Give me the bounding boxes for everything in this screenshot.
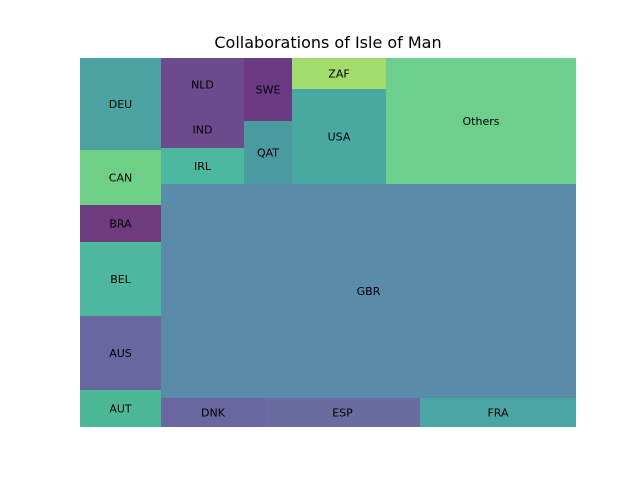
treemap-label-swe: SWE xyxy=(256,84,281,97)
treemap-label-irl: IRL xyxy=(194,160,212,173)
treemap-label-bra: BRA xyxy=(109,218,132,231)
treemap-cell-qat xyxy=(244,121,292,184)
treemap-label-aut: AUT xyxy=(109,403,132,416)
treemap-label-ind: IND xyxy=(193,124,213,137)
treemap-cell-others xyxy=(386,58,576,184)
treemap-cell-swe xyxy=(244,58,292,121)
treemap-label-bel: BEL xyxy=(110,273,131,286)
treemap-cell-irl xyxy=(161,148,244,184)
treemap-cell-bra xyxy=(80,205,161,242)
treemap-cells: DEU CAN BRA BEL AUS AUT NLD IND IRL SWE QAT ZAF USA O… xyxy=(80,58,576,427)
treemap-label-esp: ESP xyxy=(332,407,353,420)
treemap-cell-dnk xyxy=(161,398,265,427)
treemap-cell-fra xyxy=(420,398,576,427)
treemap-cell-gbr xyxy=(161,184,576,398)
chart-title: Collaborations of Isle of Man xyxy=(214,33,441,52)
treemap-cell-ind xyxy=(161,111,244,148)
treemap-label-aus: AUS xyxy=(109,347,132,360)
treemap-label-fra: FRA xyxy=(487,407,509,420)
treemap-cell-can xyxy=(80,150,161,205)
treemap-cell-esp xyxy=(265,398,420,427)
treemap-cell-zaf xyxy=(292,58,386,89)
treemap-label-gbr: GBR xyxy=(357,285,381,298)
treemap-label-others: Others xyxy=(463,115,500,128)
treemap-cell-deu xyxy=(80,58,161,150)
treemap-label-nld: NLD xyxy=(191,79,214,92)
treemap-label-dnk: DNK xyxy=(201,407,226,420)
treemap-cell-aus xyxy=(80,316,161,390)
treemap-label-can: CAN xyxy=(109,172,132,185)
treemap-cell-bel xyxy=(80,242,161,316)
treemap-cell-usa xyxy=(292,89,386,184)
treemap-label-zaf: ZAF xyxy=(328,68,349,81)
treemap-label-deu: DEU xyxy=(109,98,132,111)
treemap-cell-aut xyxy=(80,390,161,427)
treemap-label-usa: USA xyxy=(328,131,351,144)
treemap-label-qat: QAT xyxy=(257,147,279,160)
treemap-cell-nld xyxy=(161,58,244,111)
